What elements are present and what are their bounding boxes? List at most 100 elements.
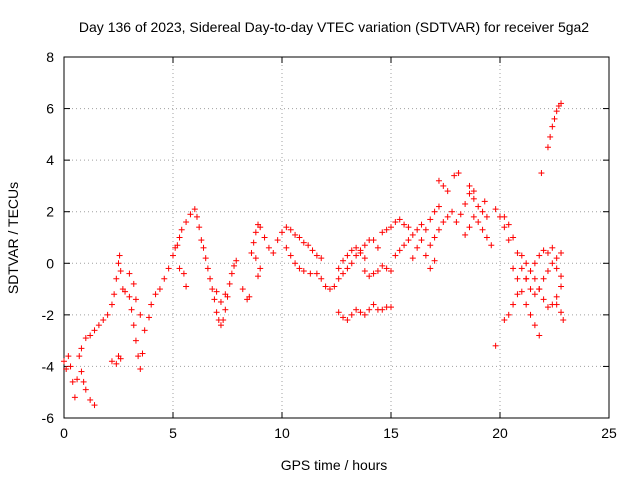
y-tick-label: -4 [42, 358, 55, 374]
data-point [213, 288, 220, 295]
data-point [553, 293, 560, 300]
data-point [370, 237, 377, 244]
data-point [501, 317, 508, 324]
data-point [250, 239, 257, 246]
data-point [139, 350, 146, 357]
data-point [405, 237, 412, 244]
data-point [483, 234, 490, 241]
data-point [209, 286, 216, 293]
data-point [61, 358, 67, 365]
data-point [353, 244, 360, 251]
data-point [544, 268, 551, 275]
data-point [257, 224, 264, 231]
data-point [366, 306, 373, 313]
data-point [300, 239, 307, 246]
plot-frame [63, 56, 610, 419]
data-point [71, 394, 78, 401]
x-tick-label: 5 [169, 425, 177, 441]
data-point [246, 293, 253, 300]
data-point [518, 288, 525, 295]
data-point [488, 242, 495, 249]
x-tick-label: 20 [492, 425, 508, 441]
data-point [466, 182, 473, 189]
y-tick-label: 8 [46, 49, 54, 65]
data-point [501, 213, 508, 220]
data-point [335, 265, 342, 272]
data-point [481, 198, 488, 205]
data-point [178, 226, 185, 233]
data-point [100, 317, 107, 324]
data-point [370, 301, 377, 308]
data-point [152, 291, 159, 298]
data-point [531, 322, 538, 329]
data-point [501, 224, 508, 231]
data-point [418, 221, 425, 228]
data-point [523, 260, 530, 267]
data-point [137, 366, 144, 373]
data-point [553, 301, 560, 308]
data-point [553, 108, 560, 115]
data-point [313, 270, 320, 277]
data-point [392, 252, 399, 259]
data-point [335, 309, 342, 316]
data-point [344, 317, 351, 324]
data-point [211, 296, 218, 303]
data-point [353, 252, 360, 259]
data-point [63, 366, 70, 373]
data-point [183, 219, 190, 226]
data-point [549, 244, 556, 251]
data-point [361, 242, 368, 249]
data-point [518, 252, 525, 259]
data-point [322, 283, 329, 290]
data-point [383, 226, 390, 233]
data-point [418, 237, 425, 244]
data-point [283, 244, 290, 251]
data-point [560, 317, 567, 324]
data-point [366, 273, 373, 280]
data-point [344, 265, 351, 272]
data-point [388, 304, 394, 311]
data-point [340, 257, 347, 264]
data-point [427, 265, 434, 272]
data-point [95, 322, 102, 329]
data-point [292, 260, 299, 267]
data-point [536, 286, 543, 293]
data-point [492, 342, 499, 349]
data-point [409, 231, 416, 238]
data-point [113, 275, 120, 282]
data-point [466, 224, 473, 231]
data-point [401, 221, 408, 228]
data-point [222, 306, 229, 313]
x-axis-label: GPS time / hours [281, 457, 388, 473]
data-point [233, 257, 240, 264]
data-point [558, 309, 565, 316]
data-point [470, 188, 477, 195]
data-point [78, 368, 85, 375]
data-point [558, 273, 565, 280]
data-point [505, 311, 512, 318]
data-point [279, 229, 285, 236]
data-point [344, 252, 351, 259]
data-point [544, 144, 551, 151]
y-tick-label: 2 [46, 204, 54, 220]
grid [64, 57, 609, 418]
data-point [82, 335, 89, 342]
data-point [462, 231, 469, 238]
data-point [370, 270, 377, 277]
data-point [202, 255, 209, 262]
data-point [540, 247, 547, 254]
data-point [396, 216, 403, 223]
data-point [116, 252, 123, 259]
data-point [69, 378, 76, 385]
data-point [527, 268, 534, 275]
data-point [348, 311, 355, 318]
data-point [296, 265, 303, 272]
data-point [544, 304, 551, 311]
data-point [401, 242, 408, 249]
data-point [292, 231, 299, 238]
data-point [479, 208, 486, 215]
data-point [392, 219, 399, 226]
data-point [222, 291, 229, 298]
data-point [379, 262, 386, 269]
data-point [191, 206, 198, 213]
